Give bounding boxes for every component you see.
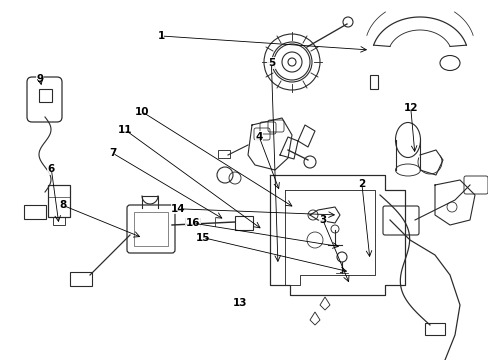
Text: 7: 7 [108, 148, 116, 158]
Bar [24, 205, 46, 219]
Bar [70, 272, 92, 286]
Text: 3: 3 [319, 215, 325, 225]
Text: 2: 2 [358, 179, 365, 189]
Text: 10: 10 [134, 107, 149, 117]
Text: 1: 1 [158, 31, 164, 41]
Text: 16: 16 [185, 218, 200, 228]
Bar [235, 216, 252, 230]
Bar [424, 323, 444, 335]
Text: 4: 4 [255, 132, 263, 142]
Bar [134, 212, 168, 246]
Text: 6: 6 [48, 164, 55, 174]
Bar [48, 185, 70, 217]
Text: 5: 5 [267, 58, 274, 68]
Bar [369, 75, 377, 89]
Bar [39, 89, 52, 102]
Text: 12: 12 [403, 103, 417, 113]
Text: 15: 15 [195, 233, 210, 243]
Text: 14: 14 [171, 204, 185, 214]
Bar [53, 217, 65, 225]
Bar [218, 150, 229, 158]
Text: 13: 13 [232, 298, 246, 308]
Text: 11: 11 [117, 125, 132, 135]
Text: 9: 9 [37, 74, 43, 84]
Text: 8: 8 [59, 200, 66, 210]
